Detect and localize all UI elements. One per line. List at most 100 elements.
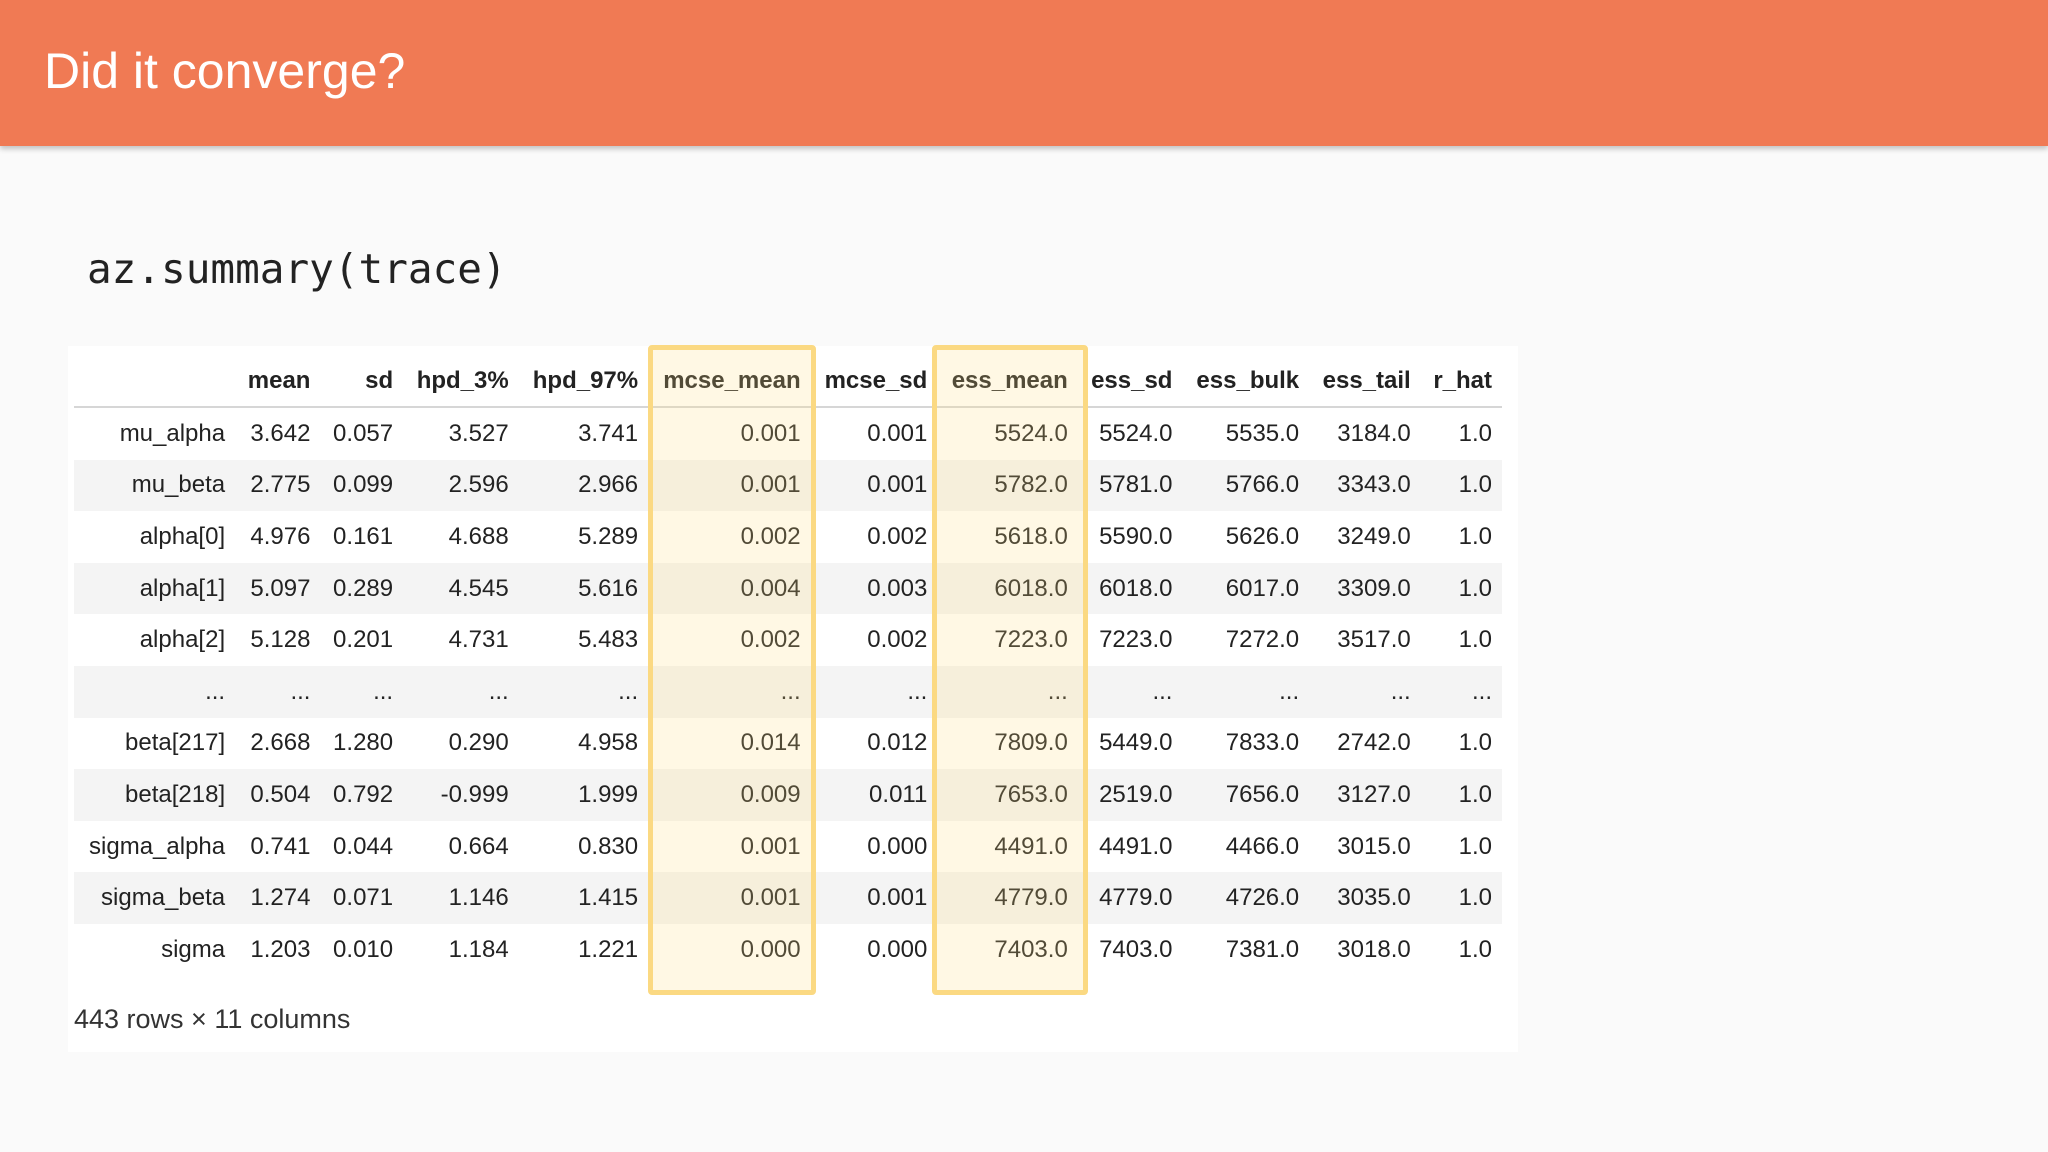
table-cell: 6018.0 (937, 562, 1078, 615)
table-cell: 0.099 (320, 459, 404, 512)
table-cell: 0.000 (867, 832, 928, 860)
table-cell: 6018.0 (1077, 562, 1183, 615)
table-cell: 1.0 (1420, 562, 1502, 615)
table-cell: 7809.0 (994, 729, 1068, 757)
table-row: sigma 1.203 0.010 1.184 1.221 0.000 0.000 7403.… (74, 924, 1502, 976)
table-cell: 0.012 (867, 729, 928, 757)
table-cell: ... (1077, 665, 1183, 718)
table-cell: 7403.0 (1099, 935, 1173, 963)
table-cell: 0.001 (810, 459, 938, 512)
table-cell: 1.0 (1420, 769, 1502, 821)
table-row: alpha[0] 4.976 0.161 4.688 5.289 0.002 0.002 56… (74, 511, 1502, 563)
table-cell: 5.097 (235, 562, 321, 615)
table-cell: 1.0 (1458, 729, 1492, 757)
table-cell: ... (1182, 665, 1310, 718)
table-cell: 4.731 (448, 626, 509, 654)
column-header-ess-mean: ess_mean (937, 356, 1078, 408)
table-cell: 7223.0 (1099, 626, 1173, 654)
table-cell: 7381.0 (1225, 935, 1300, 963)
table-cell: 4.545 (403, 562, 519, 615)
table-cell: 4779.0 (1077, 872, 1183, 924)
table-cell: 3.741 (578, 419, 639, 447)
table-cell: 4726.0 (1182, 872, 1310, 924)
table-cell: 4491.0 (1099, 832, 1173, 860)
table-cell: 7653.0 (937, 769, 1078, 821)
table-row: .................................... (74, 665, 1502, 718)
table-cell: 1.184 (448, 935, 509, 963)
table-row: alpha[2] 5.128 0.201 4.731 5.483 0.002 0.002 72… (74, 614, 1502, 666)
table-cell: 0.290 (448, 729, 509, 757)
column-header-mcse-mean: mcse_mean (648, 356, 811, 408)
table-footer: 443 rows × 11 columns (74, 1004, 351, 1034)
table-cell: 1.0 (1458, 832, 1492, 860)
table-cell: 6017.0 (1182, 562, 1310, 615)
table-cell: 0.001 (648, 459, 811, 512)
table-cell: 0.002 (740, 522, 801, 550)
column-header-ess-sd: ess_sd (1077, 356, 1183, 408)
table-cell: 5766.0 (1182, 459, 1310, 512)
table-cell: 3127.0 (1309, 769, 1421, 821)
table-row: sigma_beta 1.274 0.071 1.146 1.415 0.001 0.001… (74, 872, 1502, 924)
table-cell: 0.002 (867, 626, 928, 654)
table-cell: 4.688 (448, 522, 509, 550)
table-cell: ... (320, 665, 404, 718)
table-cell: 7833.0 (1225, 729, 1300, 757)
table-cell: 1.221 (578, 935, 639, 963)
table-cell: 0.009 (648, 769, 811, 821)
table-cell: 5.128 (250, 626, 311, 654)
table-cell: ... (1420, 665, 1502, 718)
table-cell: 5.616 (518, 562, 649, 615)
table-cell: 3018.0 (1337, 935, 1411, 963)
table-cell: 3343.0 (1309, 459, 1421, 512)
table-cell: 5524.0 (1099, 419, 1173, 447)
table-cell: 4491.0 (994, 832, 1068, 860)
table-cell: 3249.0 (1337, 522, 1411, 550)
table-cell: 1.0 (1458, 935, 1492, 963)
row-label: mu_alpha (119, 419, 226, 447)
column-header-ess-bulk: ess_bulk (1182, 356, 1310, 408)
table-cell: 1.0 (1458, 522, 1492, 550)
table-cell: 5590.0 (1099, 522, 1173, 550)
table-cell: 2.775 (235, 459, 321, 512)
table-cell: 2.966 (518, 459, 649, 512)
summary-table: mean sd hpd_3% hpd_97% mcse_mean mcse_sd ess_m… (74, 356, 1502, 976)
table-cell: 0.044 (333, 832, 394, 860)
table-cell: 0.001 (810, 872, 938, 924)
table-cell: 1.0 (1420, 459, 1502, 512)
table-cell: 7223.0 (994, 626, 1068, 654)
table-cell: ... (235, 665, 321, 718)
slide-header: Did it converge? (0, 0, 2048, 146)
table-cell: 0.002 (740, 626, 801, 654)
table-cell: 5781.0 (1077, 459, 1183, 512)
table-cell: 0.057 (333, 419, 394, 447)
table-cell: 1.0 (1458, 419, 1492, 447)
table-cell: 0.664 (448, 832, 509, 860)
table-cell: 0.830 (578, 832, 639, 860)
table-cell: 5782.0 (937, 459, 1078, 512)
table-header-row: mean sd hpd_3% hpd_97% mcse_mean mcse_sd ess_m… (74, 356, 1502, 408)
table-cell: 3517.0 (1337, 626, 1411, 654)
table-cell: 5535.0 (1225, 419, 1300, 447)
table-cell: 0.001 (740, 419, 801, 447)
table-cell: 1.146 (403, 872, 519, 924)
table-cell: 0.161 (333, 522, 394, 550)
column-header-mean: mean (235, 356, 321, 408)
table-cell: 3035.0 (1309, 872, 1421, 924)
table-cell: 1.203 (250, 935, 311, 963)
table-cell: 0.003 (810, 562, 938, 615)
table-cell: 0.741 (250, 832, 311, 860)
table-row: mu_alpha 3.642 0.057 3.527 3.741 0.001 0.001 55… (74, 407, 1502, 460)
row-label: mu_beta (74, 459, 236, 512)
table-cell: 2.596 (403, 459, 519, 512)
row-label: beta[217] (125, 729, 226, 757)
table-cell: 5449.0 (1099, 729, 1173, 757)
table-row: alpha[1] 5.097 0.289 4.545 5.616 0.004 0.003 60… (74, 562, 1502, 615)
table-cell: 3184.0 (1337, 419, 1411, 447)
table-cell: 3309.0 (1309, 562, 1421, 615)
table-row: mu_beta 2.775 0.099 2.596 2.966 0.001 0.001 578… (74, 459, 1502, 512)
table-cell: 0.010 (333, 935, 394, 963)
table-cell: 4466.0 (1225, 832, 1300, 860)
table-cell: -0.999 (403, 769, 519, 821)
table-cell: 0.000 (867, 935, 928, 963)
table-cell: 7656.0 (1182, 769, 1310, 821)
